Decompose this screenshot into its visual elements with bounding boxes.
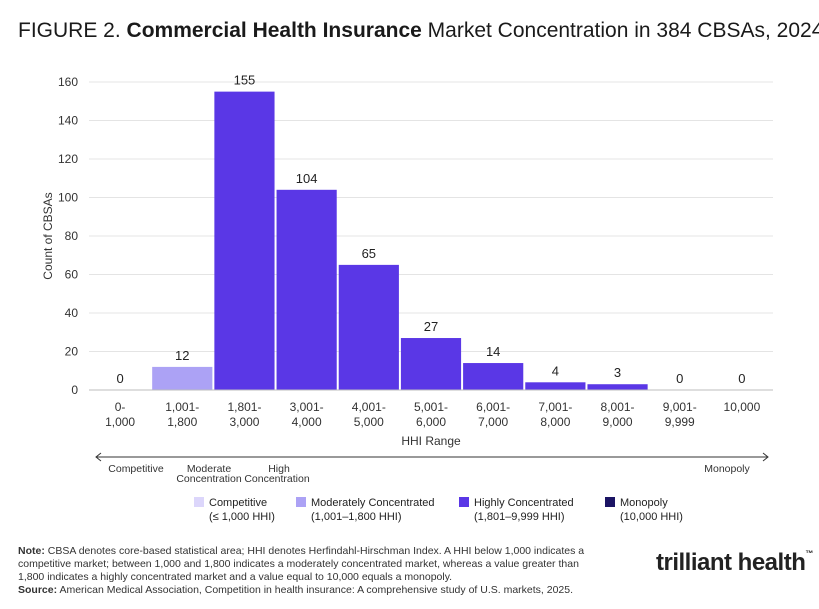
note-label: Note: bbox=[18, 545, 45, 557]
x-tick-label: 10,000 bbox=[724, 400, 761, 414]
y-tick-label: 120 bbox=[58, 152, 78, 166]
data-label: 0 bbox=[738, 371, 745, 386]
x-tick-label: 3,001- bbox=[290, 400, 324, 414]
data-label: 12 bbox=[175, 348, 189, 363]
title-prefix: FIGURE 2. bbox=[18, 19, 121, 42]
legend-label-high: Highly Concentrated bbox=[474, 497, 574, 509]
x-tick-label: 7,000 bbox=[478, 415, 508, 429]
x-tick-label: 8,001- bbox=[601, 400, 635, 414]
x-tick-label: 5,000 bbox=[354, 415, 384, 429]
footnote: Note: CBSA denotes core-based statistica… bbox=[18, 545, 598, 597]
bar bbox=[463, 363, 524, 390]
legend-label-monopoly: Monopoly bbox=[620, 497, 668, 509]
bar bbox=[152, 366, 213, 390]
title-bold: Commercial Health Insurance bbox=[126, 19, 422, 42]
bar bbox=[400, 338, 462, 390]
logo-trademark: ™ bbox=[805, 549, 813, 558]
x-tick-label: 7,001- bbox=[538, 400, 572, 414]
source-label: Source: bbox=[18, 584, 58, 596]
y-tick-label: 0 bbox=[71, 383, 78, 397]
legend-sub-moderate: (1,001–1,800 HHI) bbox=[311, 511, 402, 523]
legend-swatch-moderate bbox=[296, 497, 306, 507]
data-label: 0 bbox=[116, 371, 123, 386]
bar bbox=[338, 264, 399, 390]
chart-title: FIGURE 2. Commercial Health Insurance Ma… bbox=[18, 19, 819, 43]
y-tick-label: 20 bbox=[65, 345, 79, 359]
bar bbox=[587, 384, 648, 390]
scale-label-competitive: Competitive bbox=[108, 463, 164, 475]
title-rest: Market Concentration in 384 CBSAs, 2024 bbox=[427, 19, 819, 42]
legend-sub-competitive: (≤ 1,000 HHI) bbox=[209, 511, 275, 523]
y-tick-label: 140 bbox=[58, 114, 78, 128]
data-label: 27 bbox=[424, 319, 438, 334]
logo-text: trilliant health bbox=[656, 549, 806, 576]
trilliant-health-logo: trilliant health™ bbox=[656, 549, 813, 577]
y-tick-label: 160 bbox=[58, 75, 78, 89]
scale-arrow-right-head bbox=[762, 452, 769, 462]
scale-arrow-left-head bbox=[95, 452, 102, 462]
legend-label-moderate: Moderately Concentrated bbox=[311, 497, 435, 509]
legend-sub-monopoly: (10,000 HHI) bbox=[620, 511, 683, 523]
data-label: 104 bbox=[296, 171, 318, 186]
scale-label-high: High bbox=[268, 463, 290, 475]
scale-label-monopoly: Monopoly bbox=[704, 463, 750, 475]
legend-label-competitive: Competitive bbox=[209, 497, 267, 509]
data-label: 155 bbox=[234, 73, 256, 88]
x-tick-label: 0- bbox=[115, 400, 126, 414]
x-tick-label: 1,800 bbox=[167, 415, 197, 429]
x-axis-label: HHI Range bbox=[401, 434, 461, 448]
legend-swatch-high bbox=[459, 497, 469, 507]
x-tick-label: 6,001- bbox=[476, 400, 510, 414]
x-tick-label: 8,000 bbox=[540, 415, 570, 429]
y-tick-label: 60 bbox=[65, 268, 79, 282]
data-label: 4 bbox=[552, 363, 559, 378]
scale-label-moderate: Concentration bbox=[176, 473, 242, 485]
data-label: 65 bbox=[362, 246, 376, 261]
y-tick-label: 40 bbox=[65, 306, 79, 320]
bar bbox=[525, 382, 586, 390]
x-tick-label: 9,999 bbox=[665, 415, 695, 429]
legend-sub-high: (1,801–9,999 HHI) bbox=[474, 511, 565, 523]
y-tick-label: 100 bbox=[58, 191, 78, 205]
legend-swatch-monopoly bbox=[605, 497, 615, 507]
data-label: 0 bbox=[676, 371, 683, 386]
x-tick-label: 3,000 bbox=[229, 415, 259, 429]
data-label: 3 bbox=[614, 365, 621, 380]
legend-swatch-competitive bbox=[194, 497, 204, 507]
scale-label-moderate: Moderate bbox=[187, 463, 232, 475]
x-tick-label: 4,000 bbox=[292, 415, 322, 429]
y-axis-label: Count of CBSAs bbox=[41, 192, 55, 279]
x-tick-label: 1,801- bbox=[227, 400, 261, 414]
x-tick-label: 4,001- bbox=[352, 400, 386, 414]
x-tick-label: 9,000 bbox=[603, 415, 633, 429]
x-tick-label: 1,001- bbox=[165, 400, 199, 414]
data-label: 14 bbox=[486, 344, 500, 359]
bar bbox=[276, 189, 337, 390]
y-tick-label: 80 bbox=[65, 229, 79, 243]
x-tick-label: 1,000 bbox=[105, 415, 135, 429]
note-text: CBSA denotes core-based statistical area… bbox=[18, 545, 585, 583]
x-tick-label: 6,000 bbox=[416, 415, 446, 429]
source-text: American Medical Association, Competitio… bbox=[59, 584, 574, 596]
bar bbox=[214, 91, 275, 390]
x-tick-label: 9,001- bbox=[663, 400, 697, 414]
scale-label-high: Concentration bbox=[244, 473, 310, 485]
x-tick-label: 5,001- bbox=[414, 400, 448, 414]
